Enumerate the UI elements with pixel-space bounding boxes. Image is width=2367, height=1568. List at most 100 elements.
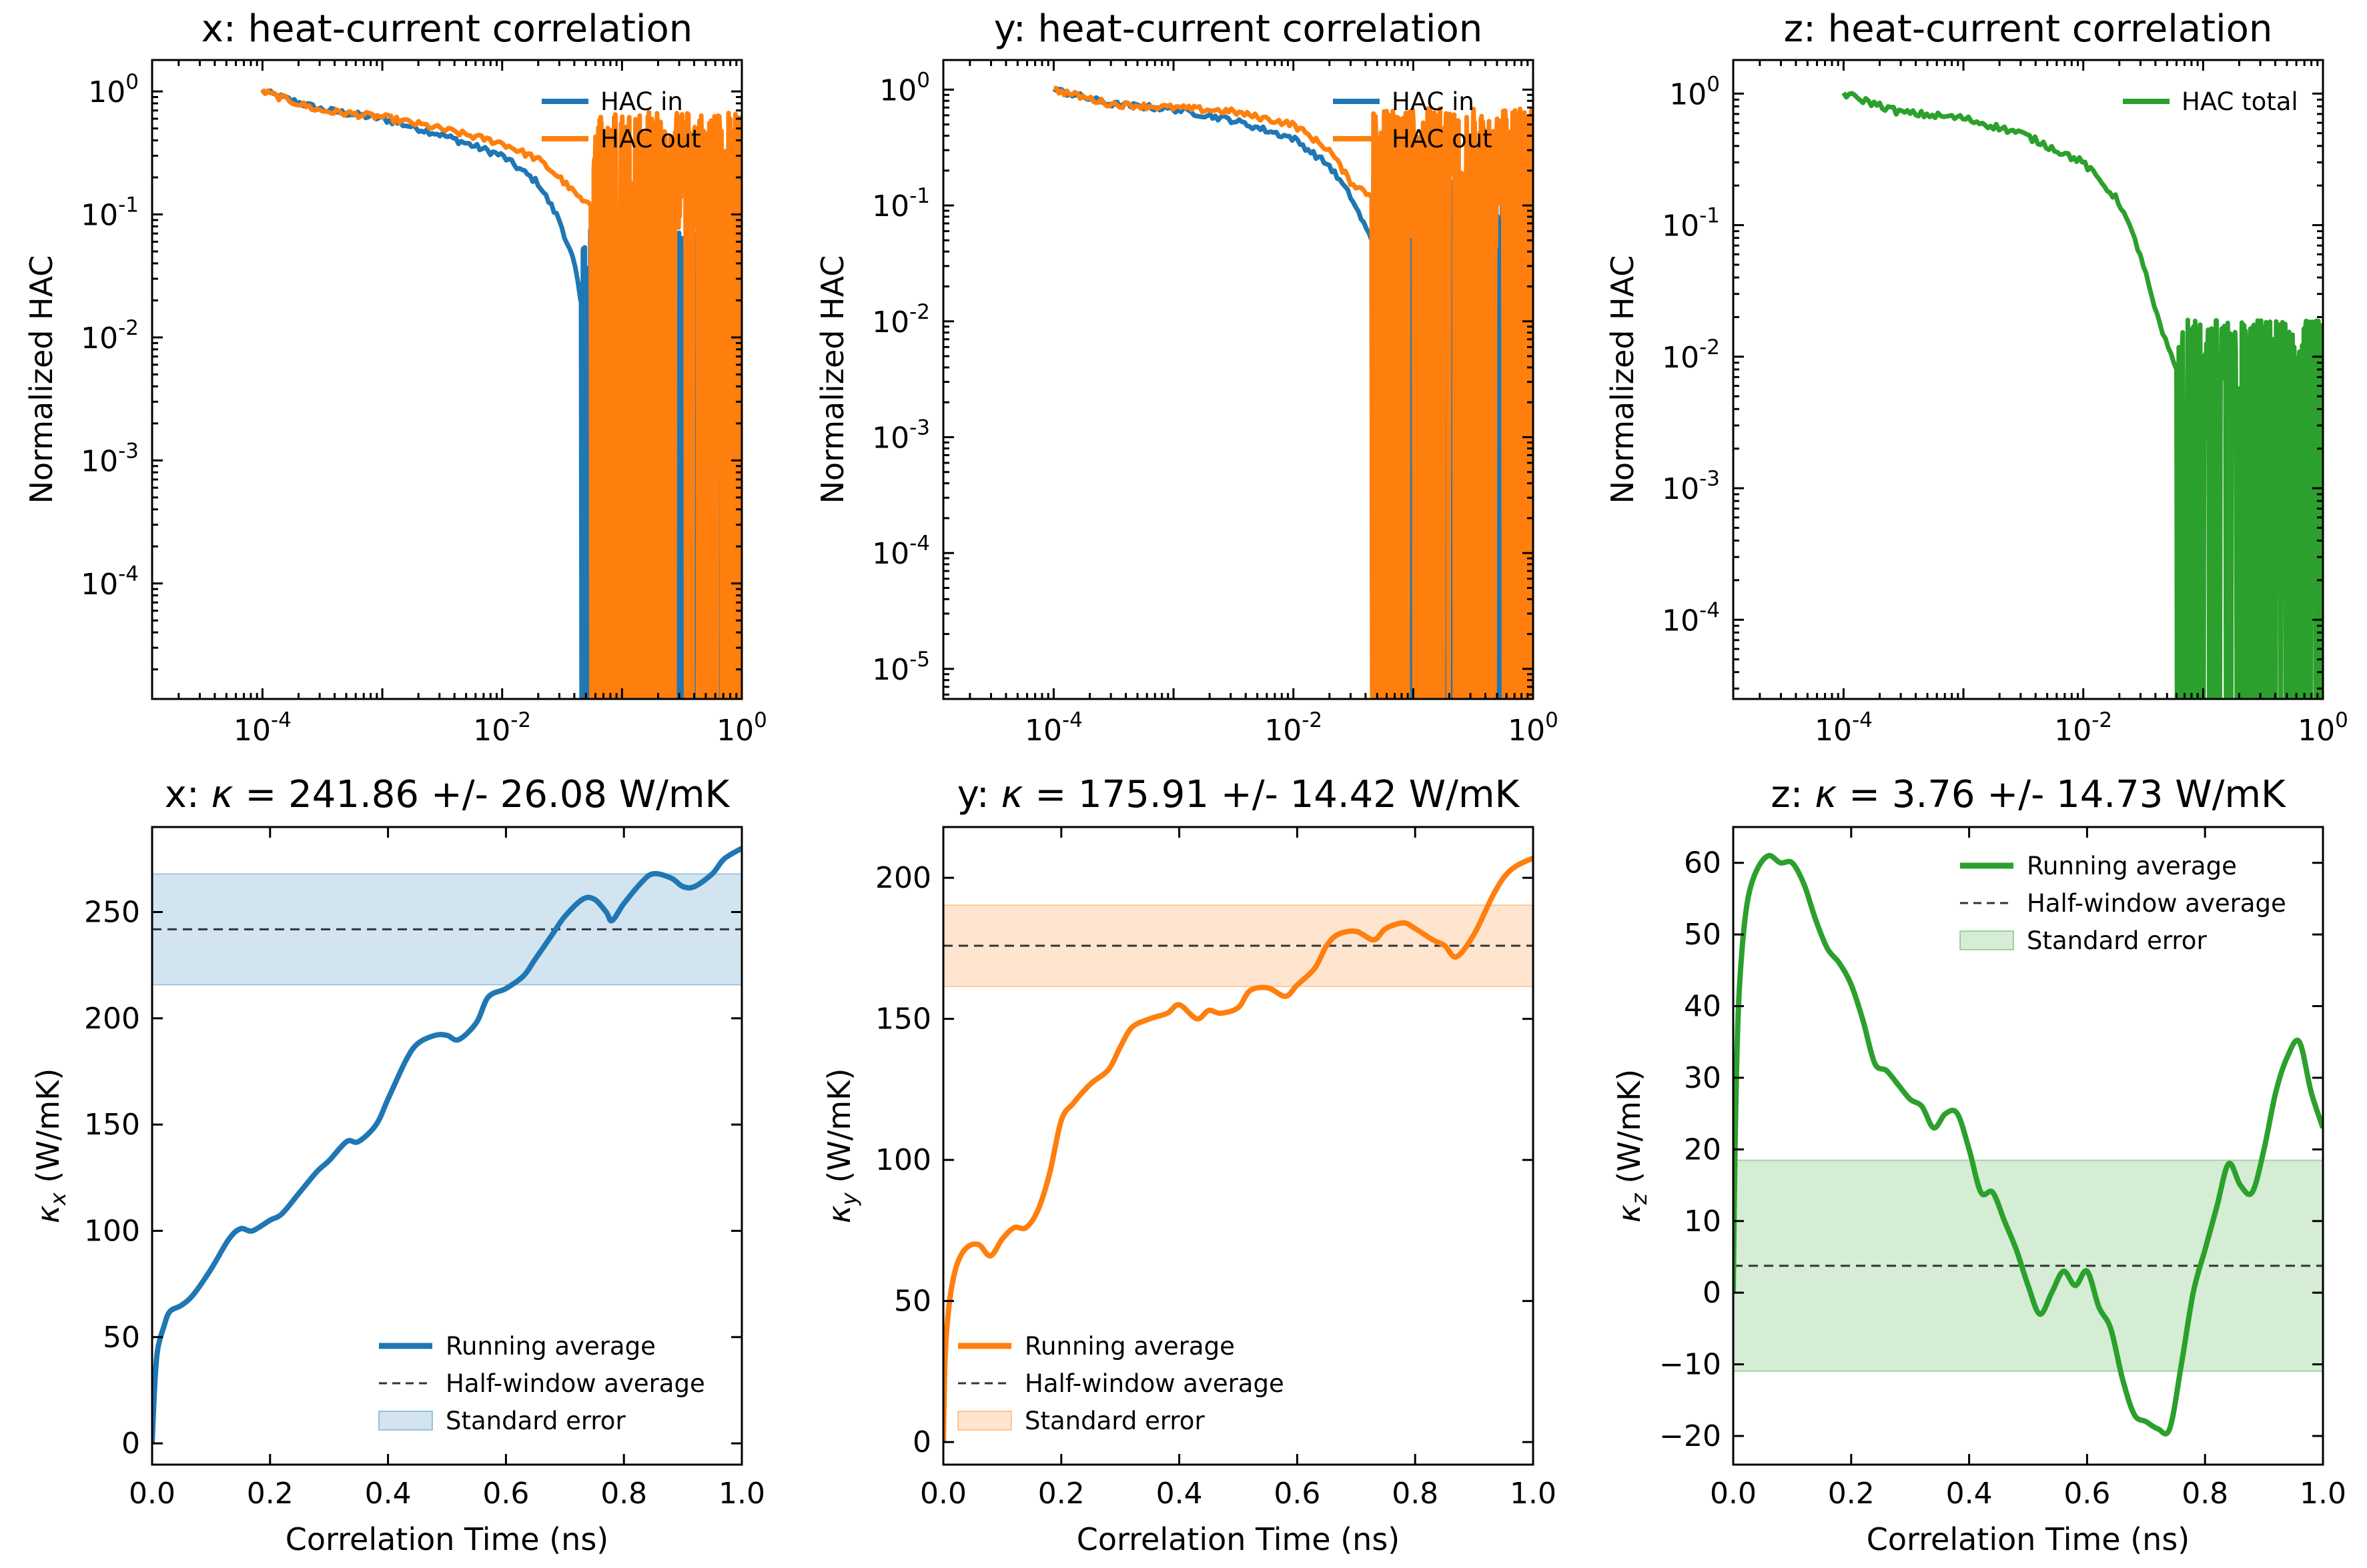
x-tick-label: 1.0	[2300, 1477, 2346, 1511]
chart-title: z: κ = 3.76 +/- 14.73 W/mK	[1771, 773, 2286, 816]
x-tick-label: 0.8	[600, 1477, 647, 1511]
legend-swatch-stderr	[378, 1411, 433, 1431]
legend: HAC in HAC out	[1333, 87, 1492, 153]
legend-label: HAC in	[1392, 87, 1474, 116]
chart-title: z: heat-current correlation	[1784, 7, 2273, 51]
y-tick-label: 0	[913, 1425, 931, 1459]
legend-label: HAC out	[1392, 125, 1492, 153]
panel-hac-y: 10-4 10-2 100 10-5 10-4 10-3 10-2 10-1 100 y: hea…	[815, 7, 1558, 748]
plot-frame	[151, 826, 743, 1466]
series-line	[1841, 91, 2323, 699]
y-tick-label: 150	[84, 1108, 140, 1142]
x-tick-label: 100	[1508, 708, 1558, 748]
y-tick-label: 100	[1669, 72, 1720, 111]
panel-kappa-y: 0.0 0.2 0.4 0.6 0.8 1.0 0 50 100 150 200 y: κ = 175…	[821, 773, 1556, 1557]
x-tick-label: 0.4	[365, 1477, 412, 1511]
x-tick-label: 10-2	[473, 708, 531, 748]
legend-label: HAC total	[2182, 87, 2298, 116]
y-tick-label: 0	[1703, 1276, 1721, 1310]
legend: HAC in HAC out	[542, 87, 701, 153]
legend-label: HAC in	[600, 87, 683, 116]
y-axis-label: Normalized HAC	[1604, 255, 1640, 504]
x-tick-label: 0.2	[247, 1477, 294, 1511]
running-average-line	[943, 855, 1533, 1443]
x-axis-label: Correlation Time (ns)	[286, 1521, 608, 1557]
y-tick-label: 10-3	[81, 439, 139, 478]
x-tick-label: 10-4	[1025, 708, 1083, 748]
chart-title: y: κ = 175.91 +/- 14.42 W/mK	[957, 773, 1520, 816]
y-tick-label: −10	[1659, 1348, 1721, 1382]
y-tick-label: 10-5	[872, 648, 930, 687]
y-tick-label: 10-1	[81, 193, 139, 233]
y-tick-label: 10-4	[81, 562, 139, 602]
chart-title: y: heat-current correlation	[994, 7, 1482, 51]
x-tick-label: 0.0	[920, 1477, 967, 1511]
y-tick-label: 10-2	[1662, 335, 1720, 375]
y-tick-label: 50	[103, 1321, 140, 1355]
x-tick-label: 100	[2298, 708, 2348, 748]
x-tick-label: 10-4	[1815, 708, 1873, 748]
x-tick-label: 0.4	[1156, 1477, 1203, 1511]
series-line	[1052, 87, 1533, 699]
y-tick-label: 50	[894, 1285, 931, 1319]
legend-label: Half-window average	[446, 1369, 705, 1398]
x-tick-label: 0.2	[1828, 1477, 1875, 1511]
y-tick-label: 10-4	[872, 532, 930, 571]
legend-label: Half-window average	[2027, 889, 2286, 918]
legend-swatch-stderr	[957, 1411, 1012, 1431]
x-axis-label: Correlation Time (ns)	[1077, 1521, 1400, 1557]
legend-label: HAC out	[600, 125, 701, 153]
y-tick-label: 20	[1684, 1132, 1721, 1166]
y-axis-label: Normalized HAC	[23, 255, 59, 504]
panel-hac-x: 10-4 10-2 100 10-4 10-3 10-2 10-1 100 x: heat-cu…	[23, 7, 767, 748]
y-tick-label: 10-1	[1662, 204, 1720, 243]
y-tick-label: 10-4	[1662, 598, 1720, 638]
y-tick-label: 40	[1684, 990, 1721, 1024]
chart-title: x: heat-current correlation	[201, 7, 693, 51]
x-tick-label: 10-4	[233, 708, 292, 748]
x-tick-label: 0.6	[2063, 1477, 2110, 1511]
chart-title: x: κ = 241.86 +/- 26.08 W/mK	[165, 773, 731, 816]
panel-kappa-z: 0.0 0.2 0.4 0.6 0.8 1.0 −20 −10 0 10 20 30 40 50 60 z: …	[1611, 773, 2346, 1557]
y-tick-label: 100	[875, 1143, 931, 1177]
x-tick-label: 0.6	[1274, 1477, 1320, 1511]
x-tick-label: 0.6	[482, 1477, 529, 1511]
running-average-line	[152, 846, 742, 1444]
legend: HAC total	[2123, 87, 2298, 116]
x-tick-label: 1.0	[1510, 1477, 1556, 1511]
legend-swatch-stderr	[1959, 930, 2014, 950]
legend-label: Standard error	[446, 1407, 626, 1435]
x-tick-label: 0.0	[129, 1477, 175, 1511]
x-tick-label: 0.2	[1038, 1477, 1085, 1511]
y-axis-label: Normalized HAC	[815, 255, 851, 504]
series-line	[1053, 85, 1533, 699]
x-tick-label: 0.8	[2182, 1477, 2228, 1511]
y-tick-label: 100	[879, 68, 930, 107]
panel-hac-z: 10-4 10-2 100 10-4 10-3 10-2 10-1 100 z: heat-cu…	[1604, 7, 2348, 748]
legend-label: Running average	[446, 1332, 656, 1361]
plot-frame	[1732, 59, 2324, 700]
y-tick-label: 10-1	[872, 184, 930, 223]
legend: Running average Half-window average Standa…	[957, 1332, 1284, 1435]
plot-frame	[1732, 826, 2324, 1466]
y-tick-label: 100	[88, 70, 139, 109]
y-tick-label: 30	[1684, 1061, 1721, 1095]
legend-label: Running average	[1025, 1332, 1235, 1361]
y-tick-label: 150	[875, 1002, 931, 1036]
x-tick-label: 10-2	[2054, 708, 2112, 748]
legend-label: Standard error	[1025, 1407, 1205, 1435]
plot-frame	[151, 59, 743, 700]
x-tick-label: 0.0	[1710, 1477, 1757, 1511]
panel-kappa-x: 0.0 0.2 0.4 0.6 0.8 1.0 0 50 100 150 200 250 x: κ = …	[30, 773, 765, 1557]
y-tick-label: 250	[84, 895, 140, 929]
y-tick-label: 200	[875, 861, 931, 895]
y-tick-label: 10-2	[872, 300, 930, 339]
running-average-line	[1733, 852, 2323, 1437]
y-tick-label: 100	[84, 1214, 140, 1248]
series-line	[260, 87, 742, 699]
y-tick-label: 10	[1684, 1205, 1721, 1239]
y-tick-label: 10-3	[1662, 467, 1720, 506]
x-axis-label: Correlation Time (ns)	[1867, 1521, 2190, 1557]
legend: Running average Half-window average Standa…	[1959, 852, 2286, 955]
